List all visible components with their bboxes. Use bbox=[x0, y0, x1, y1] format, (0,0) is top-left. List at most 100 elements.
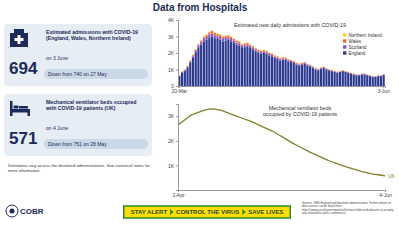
bar bbox=[186, 68, 188, 86]
bar bbox=[306, 63, 308, 64]
bar bbox=[293, 61, 295, 63]
y-axis: 1K2K3K bbox=[168, 105, 179, 191]
bar bbox=[290, 59, 292, 60]
bar bbox=[312, 66, 314, 67]
page: Data from Hospitals694Estimated admissio… bbox=[0, 0, 399, 225]
bar bbox=[276, 56, 278, 57]
bar bbox=[282, 57, 284, 58]
bar bbox=[314, 68, 316, 70]
bar bbox=[230, 39, 232, 41]
bar bbox=[222, 41, 224, 86]
bar bbox=[222, 37, 224, 39]
bar bbox=[339, 71, 341, 72]
bar bbox=[211, 37, 213, 87]
bar bbox=[383, 74, 385, 75]
x-tick-label: 4-Jun bbox=[379, 192, 392, 198]
bar bbox=[290, 62, 292, 86]
icon-part bbox=[14, 29, 24, 34]
bar bbox=[383, 75, 385, 86]
bar bbox=[306, 63, 308, 65]
bar bbox=[320, 67, 322, 69]
bar bbox=[361, 74, 363, 75]
bar bbox=[238, 41, 240, 42]
bar bbox=[279, 58, 281, 59]
bar bbox=[339, 70, 341, 71]
sources: Sources: NHS England and devolved admini… bbox=[302, 201, 394, 215]
bar bbox=[355, 74, 357, 75]
legend-label: England bbox=[349, 51, 366, 56]
bar bbox=[195, 50, 197, 51]
bar bbox=[203, 36, 205, 38]
bar bbox=[246, 42, 248, 43]
bar bbox=[325, 68, 327, 70]
text-line: occupied by COVID-19 patients bbox=[263, 111, 338, 117]
bar bbox=[214, 33, 216, 35]
bar bbox=[214, 38, 216, 86]
bar bbox=[282, 60, 284, 86]
change-pill bbox=[44, 69, 148, 79]
bar bbox=[249, 45, 251, 47]
bar bbox=[304, 61, 306, 62]
bar bbox=[369, 75, 371, 76]
slide: Data from Hospitals694Estimated admissio… bbox=[0, 0, 399, 225]
bar bbox=[323, 66, 325, 68]
x-tick-label: 2-Apr bbox=[172, 192, 185, 198]
bar bbox=[216, 34, 218, 36]
bar bbox=[339, 70, 341, 72]
bar bbox=[241, 46, 243, 48]
bar bbox=[361, 73, 363, 74]
y-tick-label: 2K bbox=[168, 50, 175, 56]
bar bbox=[325, 68, 327, 69]
bar bbox=[383, 74, 385, 75]
icon-part bbox=[14, 106, 19, 109]
bar bbox=[342, 70, 344, 71]
bar bbox=[211, 30, 213, 32]
bar bbox=[230, 36, 232, 37]
bar bbox=[271, 53, 273, 54]
bar bbox=[227, 37, 229, 39]
bar bbox=[208, 34, 210, 37]
bar bbox=[181, 71, 183, 72]
bar bbox=[233, 39, 235, 41]
bar bbox=[276, 59, 278, 86]
bar bbox=[358, 75, 360, 86]
bar bbox=[235, 45, 237, 86]
bar bbox=[200, 42, 202, 44]
bar bbox=[309, 65, 311, 67]
bar bbox=[336, 71, 338, 73]
bar bbox=[233, 43, 235, 86]
bar bbox=[181, 71, 183, 72]
panel-value: 694 bbox=[9, 59, 38, 78]
x-axis: 2-Apr 4-Jun bbox=[172, 190, 392, 198]
bar bbox=[208, 32, 210, 34]
bar bbox=[241, 48, 243, 86]
bar bbox=[192, 56, 194, 58]
y-tick-mark bbox=[176, 70, 178, 71]
bar bbox=[279, 60, 281, 86]
bar bbox=[347, 71, 349, 72]
bar bbox=[265, 51, 267, 52]
bar bbox=[219, 37, 221, 40]
panel-box bbox=[4, 24, 152, 86]
legend-label: Wales bbox=[349, 39, 362, 44]
y-tick: 2K bbox=[168, 138, 178, 144]
bar bbox=[287, 61, 289, 86]
y-axis-line bbox=[176, 21, 179, 87]
bar bbox=[380, 75, 382, 76]
bar bbox=[298, 63, 300, 65]
text-line: with COVID-19 patients (UK) bbox=[45, 105, 116, 111]
bar bbox=[372, 76, 374, 77]
bar bbox=[246, 44, 248, 46]
bar bbox=[252, 48, 254, 50]
bar bbox=[214, 35, 216, 38]
slogan-text: STAY ALERT bbox=[131, 209, 168, 215]
bar bbox=[312, 68, 314, 86]
x-tick: 3-Jun bbox=[377, 86, 390, 94]
y-tick-mark bbox=[176, 37, 178, 38]
bar bbox=[219, 35, 221, 37]
bar bbox=[181, 72, 183, 74]
note: Definitions vary across the devolved adm… bbox=[8, 163, 151, 173]
legend-swatch bbox=[343, 39, 346, 42]
bar bbox=[350, 72, 352, 73]
bar bbox=[334, 71, 336, 72]
